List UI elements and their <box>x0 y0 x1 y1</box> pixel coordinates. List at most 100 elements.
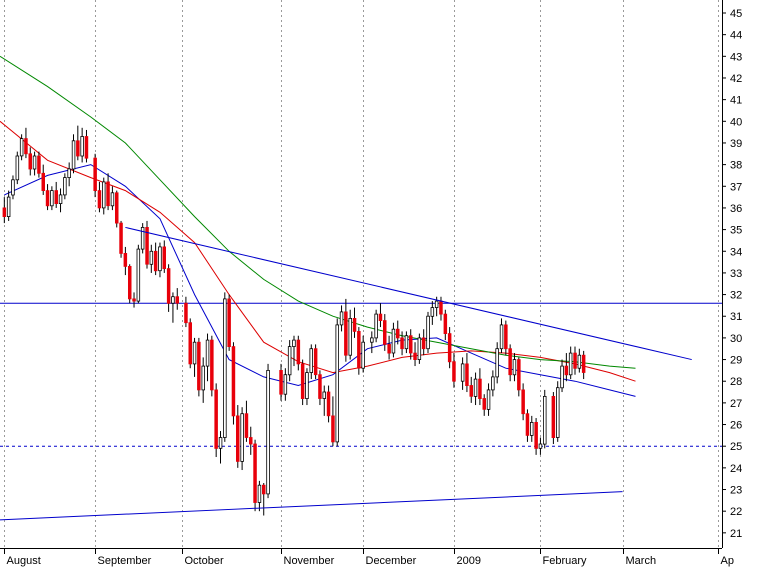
y-tick-label-7: 28 <box>730 376 742 388</box>
moving-average-0 <box>4 164 636 397</box>
candle-body-31 <box>140 226 145 250</box>
candle-body-125 <box>573 352 577 369</box>
candle-47 <box>214 383 218 458</box>
candles <box>2 125 586 516</box>
candle-body-106 <box>486 389 491 410</box>
candle-107 <box>491 370 495 397</box>
candle-59 <box>266 363 270 499</box>
candle-103 <box>473 372 478 406</box>
candle-94 <box>430 301 435 325</box>
candle-body-124 <box>568 352 573 376</box>
candle-body-34 <box>153 250 158 272</box>
candle-35 <box>158 242 162 278</box>
candle-body-118 <box>538 443 543 449</box>
candle-67 <box>309 344 313 380</box>
y-tick-label-17: 38 <box>730 160 742 172</box>
x-tick-label-3: November <box>284 555 335 567</box>
candle-108 <box>495 342 499 384</box>
candle-body-26 <box>119 222 123 254</box>
candle-66 <box>305 368 309 406</box>
candle-113 <box>517 357 521 397</box>
candle-body-62 <box>287 346 292 376</box>
y-tick-label-8: 29 <box>730 355 742 367</box>
candle-body-84 <box>387 343 391 354</box>
candle-88 <box>404 331 409 354</box>
candle-body-101 <box>465 363 469 386</box>
candle-body-76 <box>348 317 352 356</box>
candle-body-126 <box>577 354 582 369</box>
candle-body-18 <box>80 136 84 157</box>
candle-body-86 <box>395 328 400 339</box>
candle-20 <box>93 153 97 198</box>
candle-1 <box>6 190 11 221</box>
candle-body-65 <box>300 363 305 399</box>
candle-8 <box>37 151 41 178</box>
candle-body-1 <box>6 196 11 218</box>
candle-body-10 <box>45 190 50 207</box>
candle-body-112 <box>512 359 517 376</box>
candle-body-119 <box>543 395 547 445</box>
candle-74 <box>339 305 344 332</box>
candle-65 <box>300 359 305 406</box>
candle-body-127 <box>581 354 586 373</box>
candle-body-113 <box>517 359 521 391</box>
y-tick-label-14: 35 <box>730 225 742 237</box>
x-tick-label-4: December <box>366 555 417 567</box>
candle-118 <box>538 437 543 455</box>
candle-111 <box>508 344 512 382</box>
candle-body-94 <box>430 307 435 317</box>
candle-body-29 <box>132 298 136 302</box>
candle-16 <box>71 134 76 174</box>
candle-body-77 <box>352 317 357 332</box>
candle-32 <box>145 220 149 269</box>
candle-34 <box>153 242 158 276</box>
candle-86 <box>395 320 400 345</box>
candle-body-52 <box>235 415 240 462</box>
y-tick-label-11: 32 <box>730 290 742 302</box>
candle-56 <box>253 439 257 512</box>
candle-79 <box>361 335 365 373</box>
candle-body-47 <box>214 389 218 449</box>
candle-body-49 <box>223 298 227 438</box>
candle-body-59 <box>266 369 270 495</box>
candle-63 <box>292 335 296 367</box>
candle-body-103 <box>473 378 478 397</box>
candle-body-57 <box>257 484 262 503</box>
candle-body-64 <box>296 339 301 365</box>
candle-body-5 <box>24 138 28 155</box>
candle-body-105 <box>482 398 486 410</box>
candle-83 <box>382 314 387 351</box>
candle-body-13 <box>58 194 63 204</box>
candle-112 <box>512 353 517 382</box>
candle-body-30 <box>136 248 141 302</box>
candle-123 <box>564 353 569 382</box>
candle-body-3 <box>15 155 20 181</box>
candle-body-104 <box>478 378 482 400</box>
x-axis-ticks: August September October November December 20… <box>4 548 734 567</box>
candle-body-33 <box>149 250 154 265</box>
candle-68 <box>313 344 318 380</box>
candle-body-83 <box>382 320 387 345</box>
candle-body-15 <box>67 168 71 178</box>
candle-body-58 <box>261 484 266 495</box>
candle-body-41 <box>188 322 192 365</box>
candle-body-36 <box>162 246 166 269</box>
candle-60 <box>279 363 283 401</box>
candle-54 <box>244 400 249 442</box>
candle-116 <box>530 415 534 442</box>
horizontal-lines <box>0 302 722 447</box>
candle-126 <box>577 348 582 373</box>
candle-117 <box>534 418 538 455</box>
candle-76 <box>348 309 352 360</box>
candle-body-11 <box>50 190 54 207</box>
candle-body-48 <box>218 437 223 449</box>
y-tick-label-9: 30 <box>730 333 742 345</box>
candle-85 <box>391 322 396 358</box>
candle-22 <box>102 177 106 215</box>
candle-body-100 <box>460 363 465 382</box>
candle-33 <box>149 244 154 273</box>
moving-average-1 <box>0 120 636 382</box>
trend-line-0 <box>125 226 692 361</box>
candle-body-25 <box>115 192 119 224</box>
